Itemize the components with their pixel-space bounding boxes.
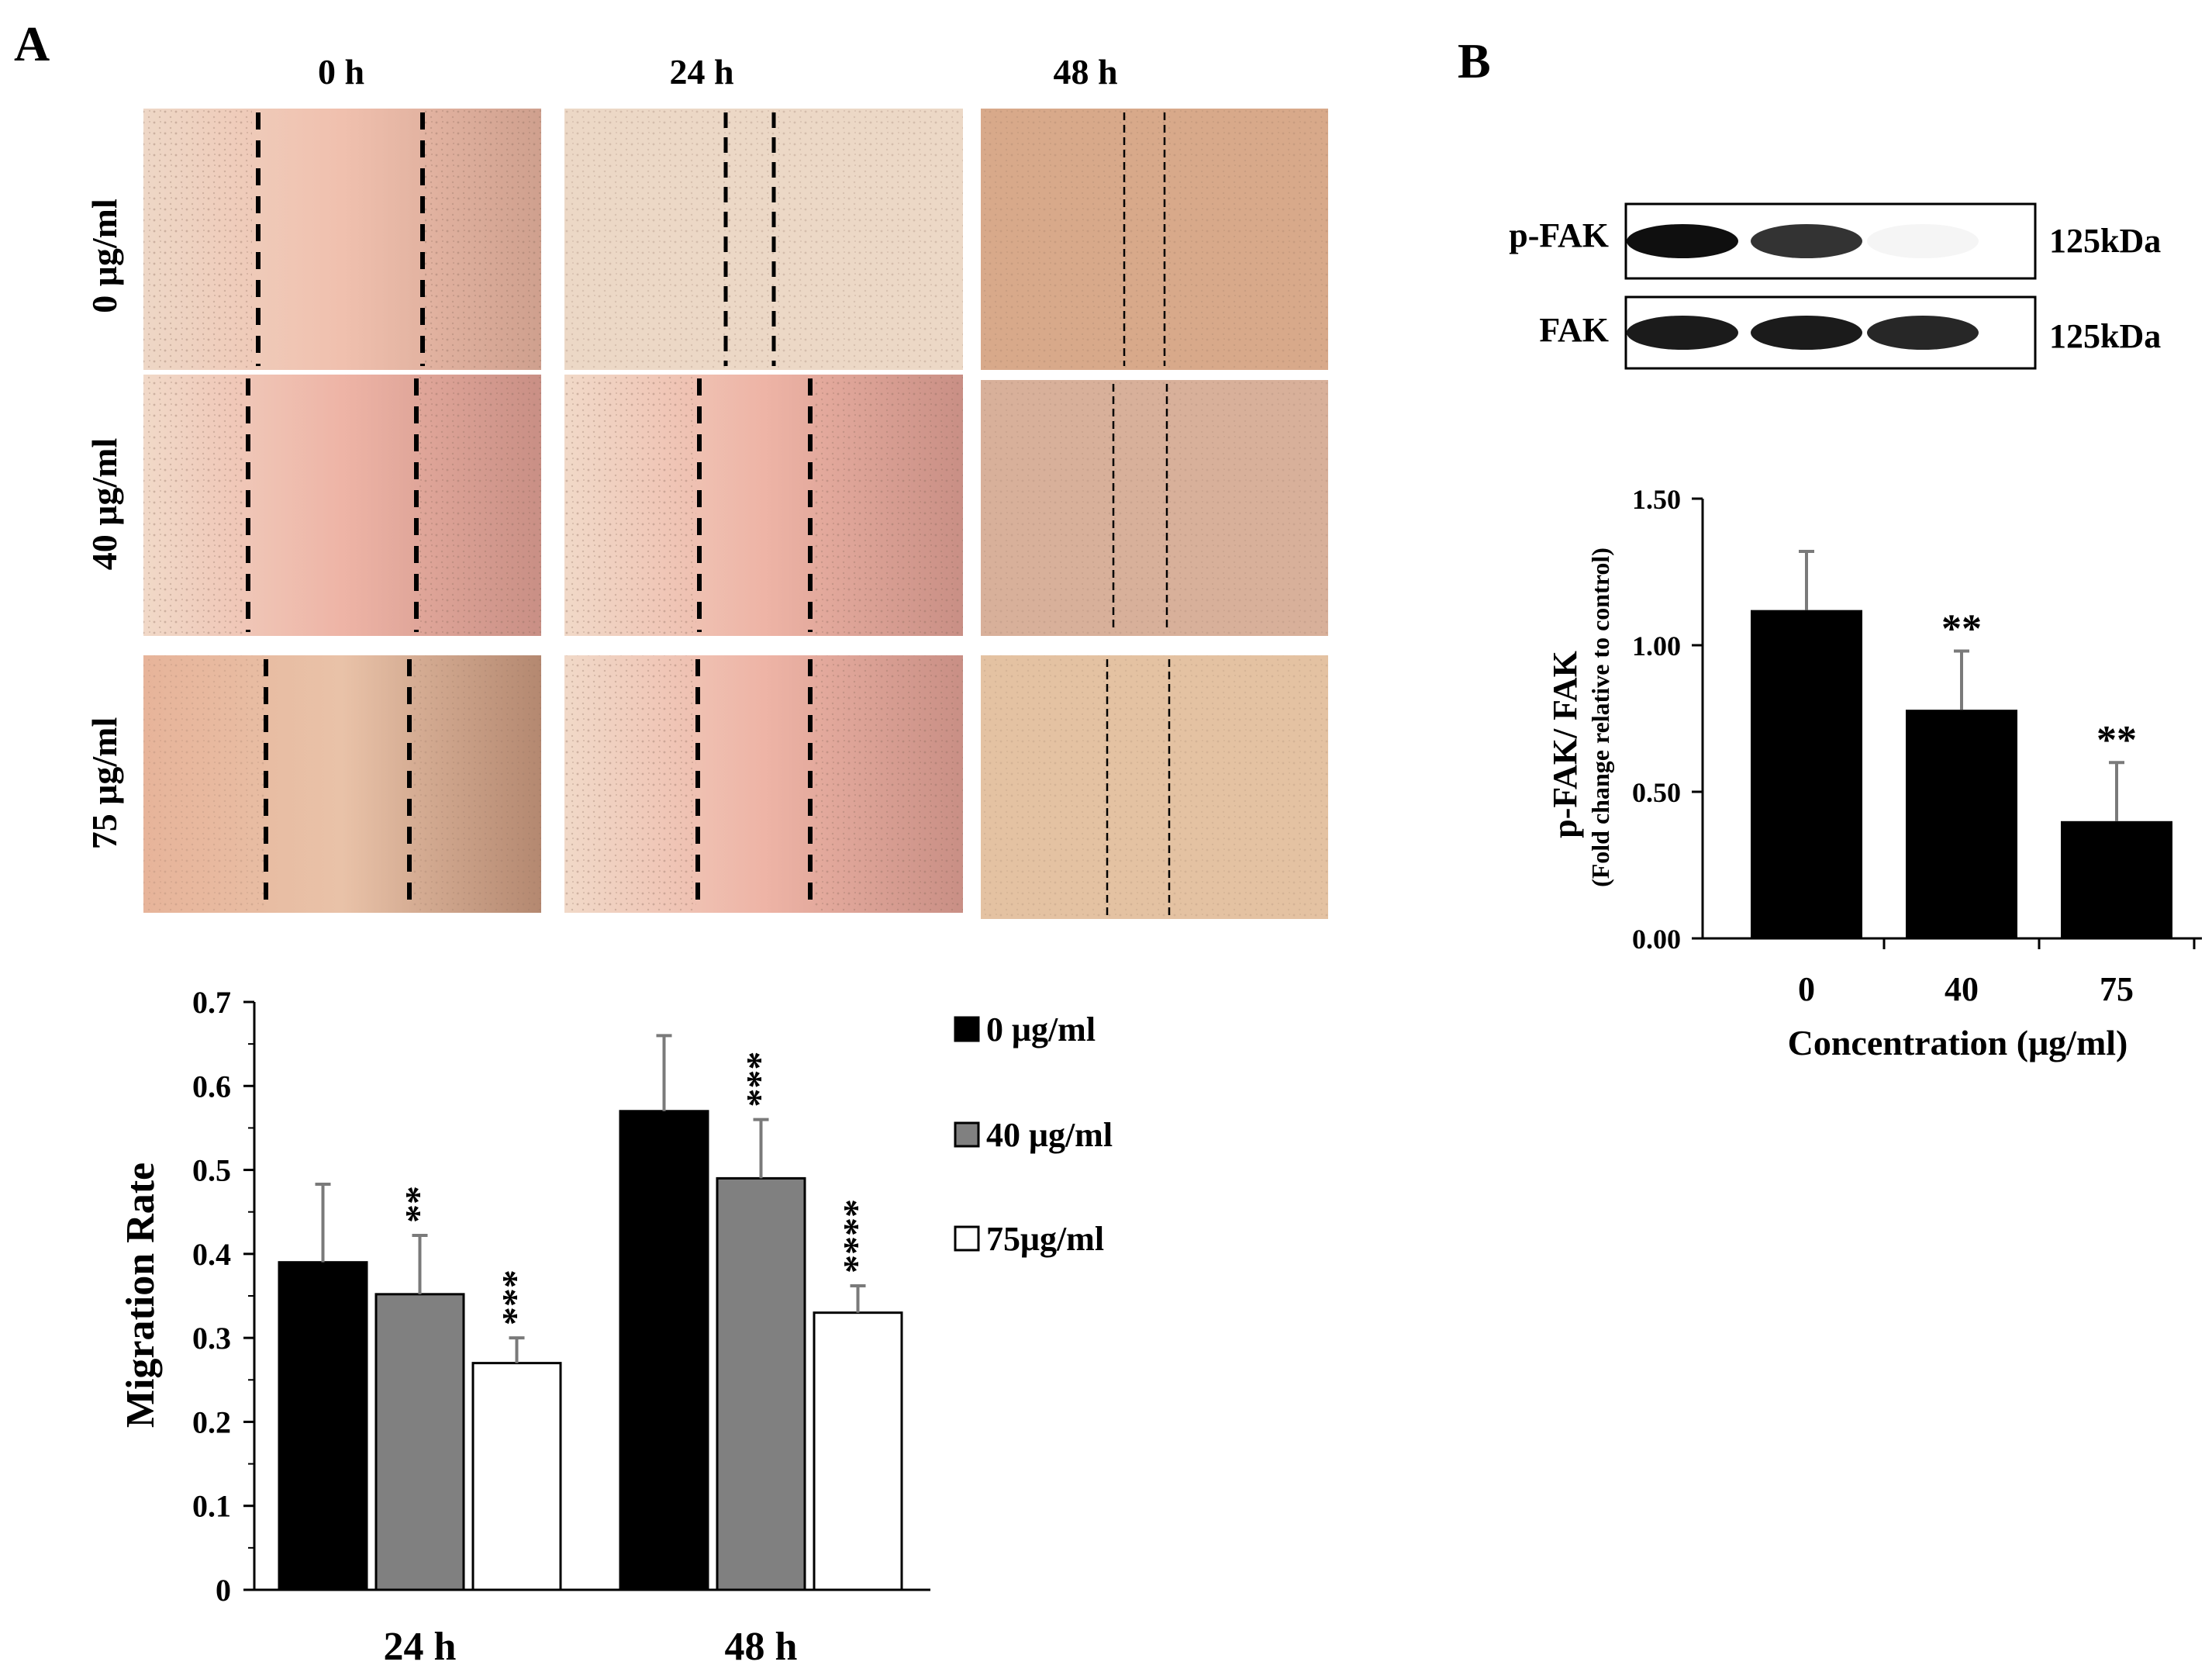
blot-band-fak-0: [1627, 316, 1738, 350]
bar-24h-0: [278, 1261, 368, 1591]
pfak-chart: 0.00 0.50 1.00 1.50 p-FAK/ FAK (Fold change r…: [1546, 484, 2202, 1062]
y-tick-label: 0.5: [192, 1153, 231, 1188]
blot-band-p-fak-0: [1627, 224, 1738, 258]
x-axis-title: Concentration (μg/ml): [1788, 1023, 2128, 1062]
y-tick-label: 1.00: [1632, 630, 1681, 662]
micrograph-75ug-48h: [981, 655, 1328, 919]
x-category-label: 48 h: [725, 1625, 798, 1669]
y-axis-title: Migration Rate: [119, 1163, 163, 1428]
x-tick-label: 40: [1945, 970, 1979, 1008]
micrograph-40ug-0h: [143, 375, 541, 636]
blot-band-fak-2: [1867, 316, 1979, 350]
blot-label-fak: FAK: [1539, 311, 1609, 349]
y-tick-label: 1.50: [1632, 484, 1681, 515]
y-tick-label: 0.7: [192, 985, 231, 1020]
row-label-0: 0 μg/ml: [85, 199, 124, 313]
y-axis-title: p-FAK/ FAK: [1546, 651, 1584, 838]
significance-marker: **: [399, 1186, 440, 1223]
micrograph-40ug-48h: [981, 380, 1328, 636]
microscopy-grid: [143, 109, 1328, 919]
time-label-48h: 48 h: [1053, 52, 1117, 92]
blot-band-p-fak-2: [1867, 224, 1979, 258]
legend-label-0: 0 μg/ml: [986, 1011, 1096, 1049]
micrograph-75ug-0h: [143, 655, 541, 913]
bar-24h-2: [471, 1362, 562, 1591]
blot-band-p-fak-1: [1751, 224, 1862, 258]
bar-24h-1: [374, 1293, 465, 1591]
y-tick-label: 0.50: [1632, 777, 1681, 808]
x-category-label: 24 h: [384, 1625, 457, 1669]
row-label-40: 40 μg/ml: [85, 438, 124, 570]
legend-swatch-2: [954, 1225, 980, 1252]
panel-b-label: B: [1458, 33, 1491, 88]
bar-75: [2061, 820, 2172, 938]
x-tick-label: 0: [1798, 970, 1815, 1008]
blot-band-fak-1: [1751, 316, 1862, 350]
significance-marker: **: [2096, 718, 2137, 762]
legend-label-2: 75μg/ml: [986, 1220, 1104, 1258]
legend-swatch-0: [954, 1016, 980, 1042]
time-label-0h: 0 h: [318, 52, 364, 92]
y-tick-label: 0: [216, 1573, 231, 1608]
y-tick-label: 0.1: [192, 1489, 231, 1524]
blot-size-fak: 125kDa: [2049, 317, 2161, 355]
bar-40: [1906, 710, 2017, 938]
blot-size-pfak: 125kDa: [2049, 222, 2161, 260]
y-tick-label: 0.2: [192, 1404, 231, 1439]
time-label-24h: 24 h: [669, 52, 733, 92]
legend-swatch-1: [954, 1121, 980, 1148]
micrograph-75ug-24h: [564, 655, 963, 913]
legend-label-1: 40 μg/ml: [986, 1116, 1113, 1154]
significance-marker: ***: [740, 1052, 781, 1107]
x-tick-label: 75: [2100, 970, 2134, 1008]
bar-0: [1751, 610, 1862, 938]
row-label-75: 75 μg/ml: [85, 717, 124, 849]
bar-48h-0: [619, 1110, 709, 1591]
significance-marker: **: [1941, 607, 1982, 651]
significance-marker: ***: [495, 1270, 537, 1325]
y-tick-label: 0.6: [192, 1069, 231, 1104]
significance-marker: ****: [837, 1199, 878, 1273]
micrograph-0ug-48h: [981, 109, 1328, 370]
bar-48h-2: [813, 1311, 903, 1591]
bar-48h-1: [716, 1176, 806, 1591]
y-tick-label: 0.00: [1632, 924, 1681, 955]
micrograph-0ug-0h: [143, 109, 541, 370]
y-tick-label: 0.3: [192, 1321, 231, 1356]
micrograph-0ug-24h: [564, 109, 963, 370]
y-axis-subtitle: (Fold change relative to control): [1586, 548, 1614, 887]
panel-a-label: A: [14, 16, 50, 71]
micrograph-40ug-24h: [564, 375, 963, 636]
y-tick-label: 0.4: [192, 1237, 231, 1272]
blot-label-pfak: p-FAK: [1509, 216, 1609, 254]
western-blot: p-FAK FAK 125kDa 125kDa: [1509, 202, 2161, 370]
